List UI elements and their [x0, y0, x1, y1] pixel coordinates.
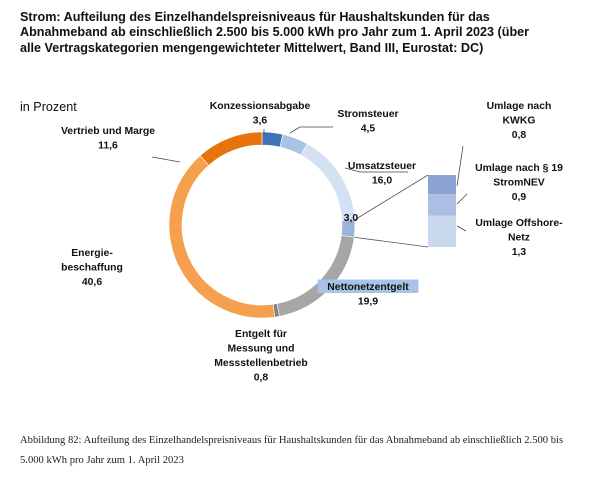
leader-line-4 [456, 145, 464, 187]
slice-label-3: 3,0 [344, 213, 359, 224]
breakdown-segment-2 [428, 215, 456, 247]
slice-7 [199, 131, 263, 166]
slice-value: 0,8 [254, 373, 269, 384]
breakdown-segment-0 [428, 175, 456, 195]
breakdown-segment-1 [428, 194, 456, 216]
slice-name: Nettonetzentgelt [327, 282, 409, 293]
slice-name: Umsatzsteuer [348, 161, 416, 172]
slice-value: 0,8 [512, 130, 527, 141]
leader-line-1 [289, 126, 333, 134]
slice-6 [168, 155, 276, 319]
slice-name: Energie- [71, 248, 113, 259]
breakdown-label-2: Umlage Offshore- Netz 1,3 [475, 218, 563, 258]
leader-line-3 [151, 156, 181, 163]
slice-name: Stromsteuer [337, 109, 398, 120]
slice-value: 0,9 [512, 192, 527, 203]
slice-name: Messstellenbetrieb [214, 358, 308, 369]
breakdown-bar [428, 175, 456, 247]
slice-name: Vertrieb und Marge [61, 126, 155, 137]
leader-line-5 [456, 193, 468, 205]
leader-line-6 [456, 225, 467, 232]
breakdown-label-1: Umlage nach § 19 StromNEV 0,9 [475, 163, 563, 203]
slice-name: Umlage Offshore- [475, 218, 563, 229]
slice-label-5: Entgelt für Messung und Messstellenbetrieb… [214, 329, 308, 384]
slice-value: 11,6 [98, 141, 118, 152]
slice-name: Konzessionsabgabe [210, 101, 311, 112]
slice-0 [261, 131, 284, 148]
slice-value: 40,6 [82, 277, 102, 288]
slice-2 [300, 143, 356, 221]
slice-value: 3,6 [253, 116, 268, 127]
connector-bottom [354, 236, 429, 248]
slice-label-4: Nettonetzentgelt 19,9 [317, 279, 419, 308]
label-highlight [317, 279, 419, 293]
donut-chart: Konzessionsabgabe 3,6 Stromsteuer 4,5 Umsatz… [61, 101, 563, 384]
connector-top [354, 174, 429, 221]
slice-name: Netz [508, 233, 530, 244]
slice-4 [276, 235, 355, 317]
chart-title: Strom: Aufteilung des Einzelhandelspreis… [20, 10, 530, 55]
slice-name: Umlage nach [487, 101, 552, 112]
slice-name: Entgelt für [235, 329, 287, 340]
slice-labels: Konzessionsabgabe 3,6 Stromsteuer 4,5 Umsatz… [61, 101, 563, 384]
slice-label-7: Vertrieb und Marge 11,6 [61, 126, 155, 152]
slice-name: Umlage nach § 19 [475, 163, 563, 174]
leader-line-2 [344, 167, 408, 173]
slice-label-1: Stromsteuer 4,5 [337, 109, 398, 135]
breakdown-label-0: Umlage nach KWKG 0,8 [487, 101, 552, 141]
slice-value: 1,3 [512, 247, 527, 258]
slice-label-6: Energie-beschaffung 40,6 [61, 248, 123, 288]
donut-ring [168, 131, 356, 319]
slice-value: 16,0 [372, 176, 392, 187]
callout-lines [151, 126, 468, 248]
chart-subtitle: in Prozent [20, 100, 77, 114]
slice-value: 3,0 [344, 213, 359, 224]
slice-label-0: Konzessionsabgabe 3,6 [210, 101, 311, 127]
slice-value: 19,9 [358, 297, 378, 308]
slice-label-2: Umsatzsteuer 16,0 [348, 161, 416, 187]
slice-name: KWKG [503, 116, 536, 127]
figure-caption: Abbildung 82: Aufteilung des Einzelhande… [20, 435, 564, 466]
slice-name: StromNEV [493, 178, 544, 189]
slice-name: beschaffung [61, 263, 123, 274]
slice-name: Messung und [228, 344, 295, 355]
slice-value: 4,5 [361, 124, 376, 135]
